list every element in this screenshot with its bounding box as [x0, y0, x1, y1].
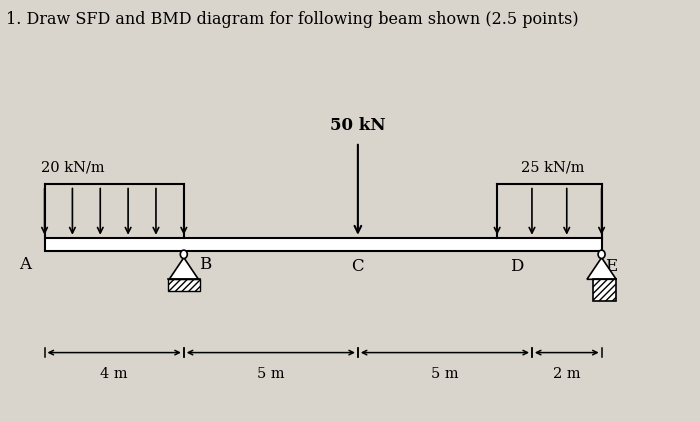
Bar	[168, 279, 200, 291]
Text: 2 m: 2 m	[553, 367, 580, 381]
Text: 5 m: 5 m	[431, 367, 458, 381]
Circle shape	[598, 250, 605, 258]
Text: 20 kN/m: 20 kN/m	[41, 161, 105, 175]
Text: E: E	[606, 258, 617, 275]
Text: 1. Draw SFD and BMD diagram for following beam shown (2.5 points): 1. Draw SFD and BMD diagram for followin…	[6, 11, 579, 28]
Polygon shape	[169, 258, 198, 279]
Text: B: B	[199, 256, 211, 273]
Text: 25 kN/m: 25 kN/m	[521, 161, 584, 175]
Text: A: A	[20, 256, 32, 273]
Text: C: C	[351, 258, 364, 275]
Circle shape	[181, 250, 188, 258]
Bar	[45, 238, 601, 251]
Text: D: D	[510, 258, 523, 275]
Text: 5 m: 5 m	[257, 367, 285, 381]
Bar	[593, 279, 616, 301]
Text: 50 kN: 50 kN	[330, 117, 386, 134]
Text: 4 m: 4 m	[100, 367, 128, 381]
Polygon shape	[587, 258, 616, 279]
